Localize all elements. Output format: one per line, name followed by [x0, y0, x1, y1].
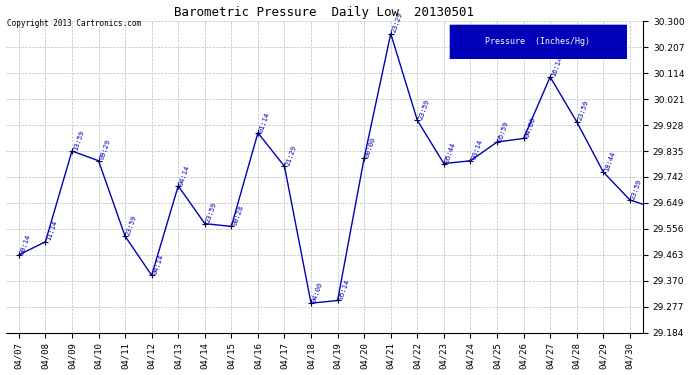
Text: 21:29: 21:29 [284, 144, 297, 166]
Text: Copyright 2013 Cartronics.com: Copyright 2013 Cartronics.com [7, 19, 141, 28]
Text: 05:14: 05:14 [337, 278, 351, 300]
Text: 00:14: 00:14 [19, 233, 32, 255]
Text: 04:14: 04:14 [178, 164, 191, 186]
Text: 11:14: 11:14 [46, 220, 59, 242]
Title: Barometric Pressure  Daily Low  20130501: Barometric Pressure Daily Low 20130501 [175, 6, 474, 18]
Text: 23:59: 23:59 [630, 178, 642, 200]
Text: 03:14: 03:14 [471, 139, 483, 161]
Text: 05:59: 05:59 [497, 120, 510, 142]
Text: 09:29: 09:29 [99, 139, 112, 161]
Text: 23:29: 23:29 [391, 12, 404, 34]
Text: 23:59: 23:59 [417, 98, 430, 120]
Text: 05:44: 05:44 [444, 141, 457, 164]
Text: 16:14: 16:14 [550, 55, 563, 77]
Text: 04:00: 04:00 [524, 116, 536, 138]
Text: 00:28: 00:28 [231, 204, 244, 226]
Text: 23:59: 23:59 [205, 202, 217, 223]
Text: 01:14: 01:14 [258, 111, 270, 133]
Text: 23:59: 23:59 [125, 214, 138, 236]
Text: 00:00: 00:00 [364, 136, 377, 158]
Text: 13:59: 13:59 [72, 129, 85, 151]
Text: 04:00: 04:00 [311, 281, 324, 303]
Text: 23:59: 23:59 [577, 100, 589, 122]
Text: 04:14: 04:14 [152, 253, 164, 275]
Text: 04:59: 04:59 [0, 374, 1, 375]
Text: 18:44: 18:44 [603, 150, 616, 172]
